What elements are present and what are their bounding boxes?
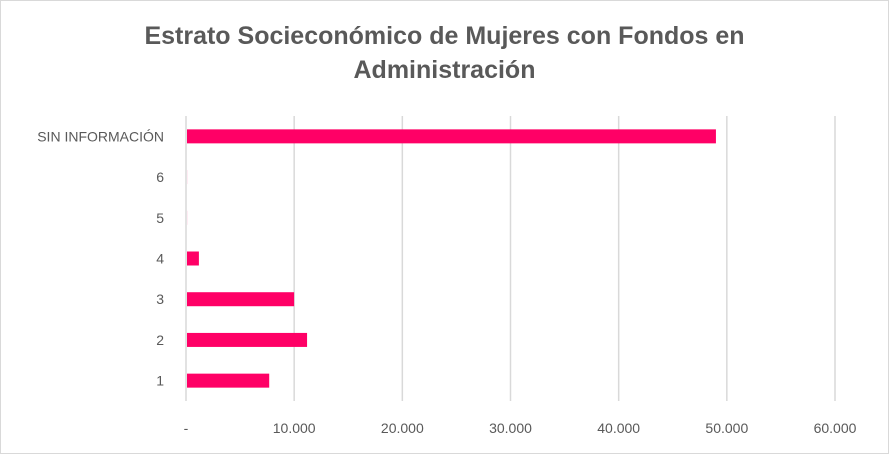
x-tick-label: 30.000 — [489, 420, 532, 436]
chart-title-line-2: Administración — [353, 56, 536, 84]
y-tick-label: 3 — [156, 291, 164, 307]
y-tick-label: 5 — [156, 210, 164, 226]
x-tick-label: 40.000 — [597, 420, 640, 436]
bar — [187, 129, 716, 144]
chart-title-line-1: Estrato Socieconómico de Mujeres con Fon… — [144, 22, 745, 50]
chart-title: Estrato Socieconómico de Mujeres con Fon… — [1, 19, 888, 87]
y-tick-label: 2 — [156, 332, 164, 348]
x-tick-label: 60.000 — [814, 420, 857, 436]
x-tick-label: - — [184, 420, 189, 436]
bar — [187, 332, 308, 347]
y-tick-label: 4 — [156, 251, 164, 267]
x-tick-label: 10.000 — [273, 420, 316, 436]
y-tick-label: SIN INFORMACIÓN — [37, 128, 164, 144]
bar — [187, 373, 270, 388]
y-tick-label: 6 — [156, 169, 164, 185]
x-tick-label: 20.000 — [381, 420, 424, 436]
bar — [187, 170, 188, 185]
bar — [187, 251, 199, 266]
bar — [187, 292, 295, 307]
bar — [187, 210, 188, 225]
y-tick-label: 1 — [156, 373, 164, 389]
x-tick-label: 50.000 — [705, 420, 748, 436]
